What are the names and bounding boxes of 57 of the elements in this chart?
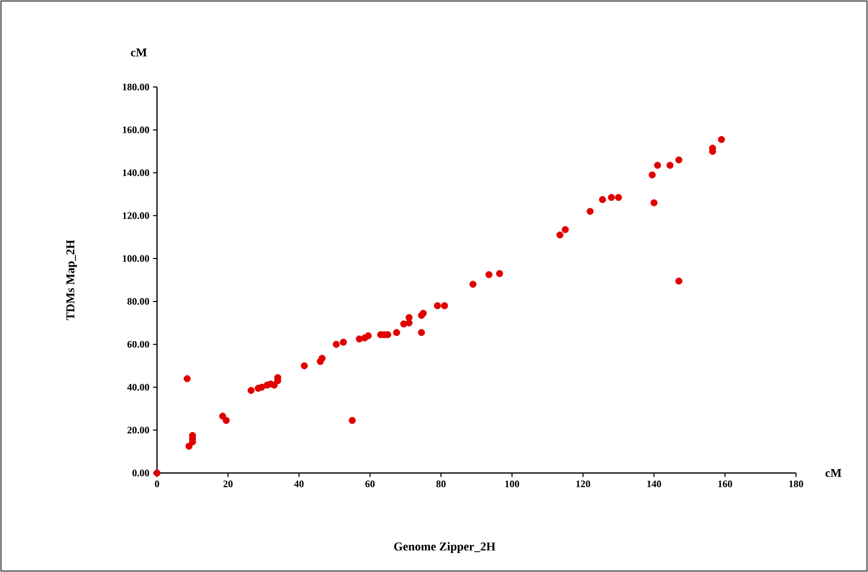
y-tick-label: 60.00 bbox=[127, 340, 150, 348]
y-tick-label: 0.00 bbox=[132, 470, 150, 476]
x-tick-label: 40 bbox=[294, 480, 304, 488]
point bbox=[340, 338, 347, 346]
text: cM bbox=[130, 48, 147, 56]
y-axis-title: TDMs Map_2H bbox=[66, 240, 77, 320]
y-tick-label: 140.00 bbox=[122, 169, 150, 176]
point bbox=[599, 196, 606, 204]
point bbox=[393, 329, 400, 336]
y-tick-label: 20.00 bbox=[127, 426, 150, 434]
y-tick-label: 80.00 bbox=[127, 298, 150, 305]
point bbox=[318, 354, 326, 362]
x-tick-label: 80 bbox=[436, 480, 446, 488]
point bbox=[441, 302, 448, 310]
point bbox=[608, 194, 615, 201]
x-tick-label: 0 bbox=[154, 480, 160, 488]
text: cM bbox=[825, 469, 842, 477]
point bbox=[485, 271, 492, 278]
point bbox=[406, 314, 413, 322]
point bbox=[650, 199, 658, 206]
point bbox=[654, 162, 662, 169]
x-axis-title: Genome Zipper_2H bbox=[394, 542, 496, 553]
y-tick-label: 40.00 bbox=[127, 384, 150, 391]
x-tick-label: 180 bbox=[789, 480, 804, 488]
point bbox=[332, 340, 340, 348]
point bbox=[675, 278, 682, 285]
y-tick-label: 100.00 bbox=[122, 255, 150, 262]
point bbox=[258, 384, 266, 391]
point bbox=[648, 171, 656, 178]
point bbox=[615, 194, 622, 201]
y-tick-label: 120.00 bbox=[122, 212, 150, 220]
point bbox=[718, 136, 725, 144]
point bbox=[556, 231, 564, 238]
point bbox=[496, 270, 504, 278]
x-tick-label: 160 bbox=[718, 480, 732, 488]
x-tick-label: 60 bbox=[365, 480, 375, 488]
point bbox=[300, 362, 308, 370]
point bbox=[418, 329, 425, 336]
point bbox=[248, 386, 255, 394]
point bbox=[364, 332, 372, 340]
x-tick-label: 120 bbox=[576, 480, 590, 488]
point bbox=[434, 302, 441, 310]
point bbox=[184, 375, 191, 382]
point bbox=[219, 412, 226, 420]
point bbox=[562, 226, 569, 234]
point bbox=[666, 162, 674, 169]
point bbox=[222, 416, 230, 424]
x-tick-label: 140 bbox=[647, 480, 662, 488]
point bbox=[348, 416, 356, 424]
point bbox=[586, 208, 594, 215]
y-tick-label: 180.00 bbox=[122, 84, 150, 90]
point bbox=[154, 470, 160, 476]
y-tick-label: 160.00 bbox=[122, 126, 150, 134]
point bbox=[469, 280, 476, 288]
x-tick-label: 20 bbox=[223, 480, 233, 488]
point bbox=[675, 156, 682, 164]
x-tick-label: 100 bbox=[505, 480, 520, 488]
